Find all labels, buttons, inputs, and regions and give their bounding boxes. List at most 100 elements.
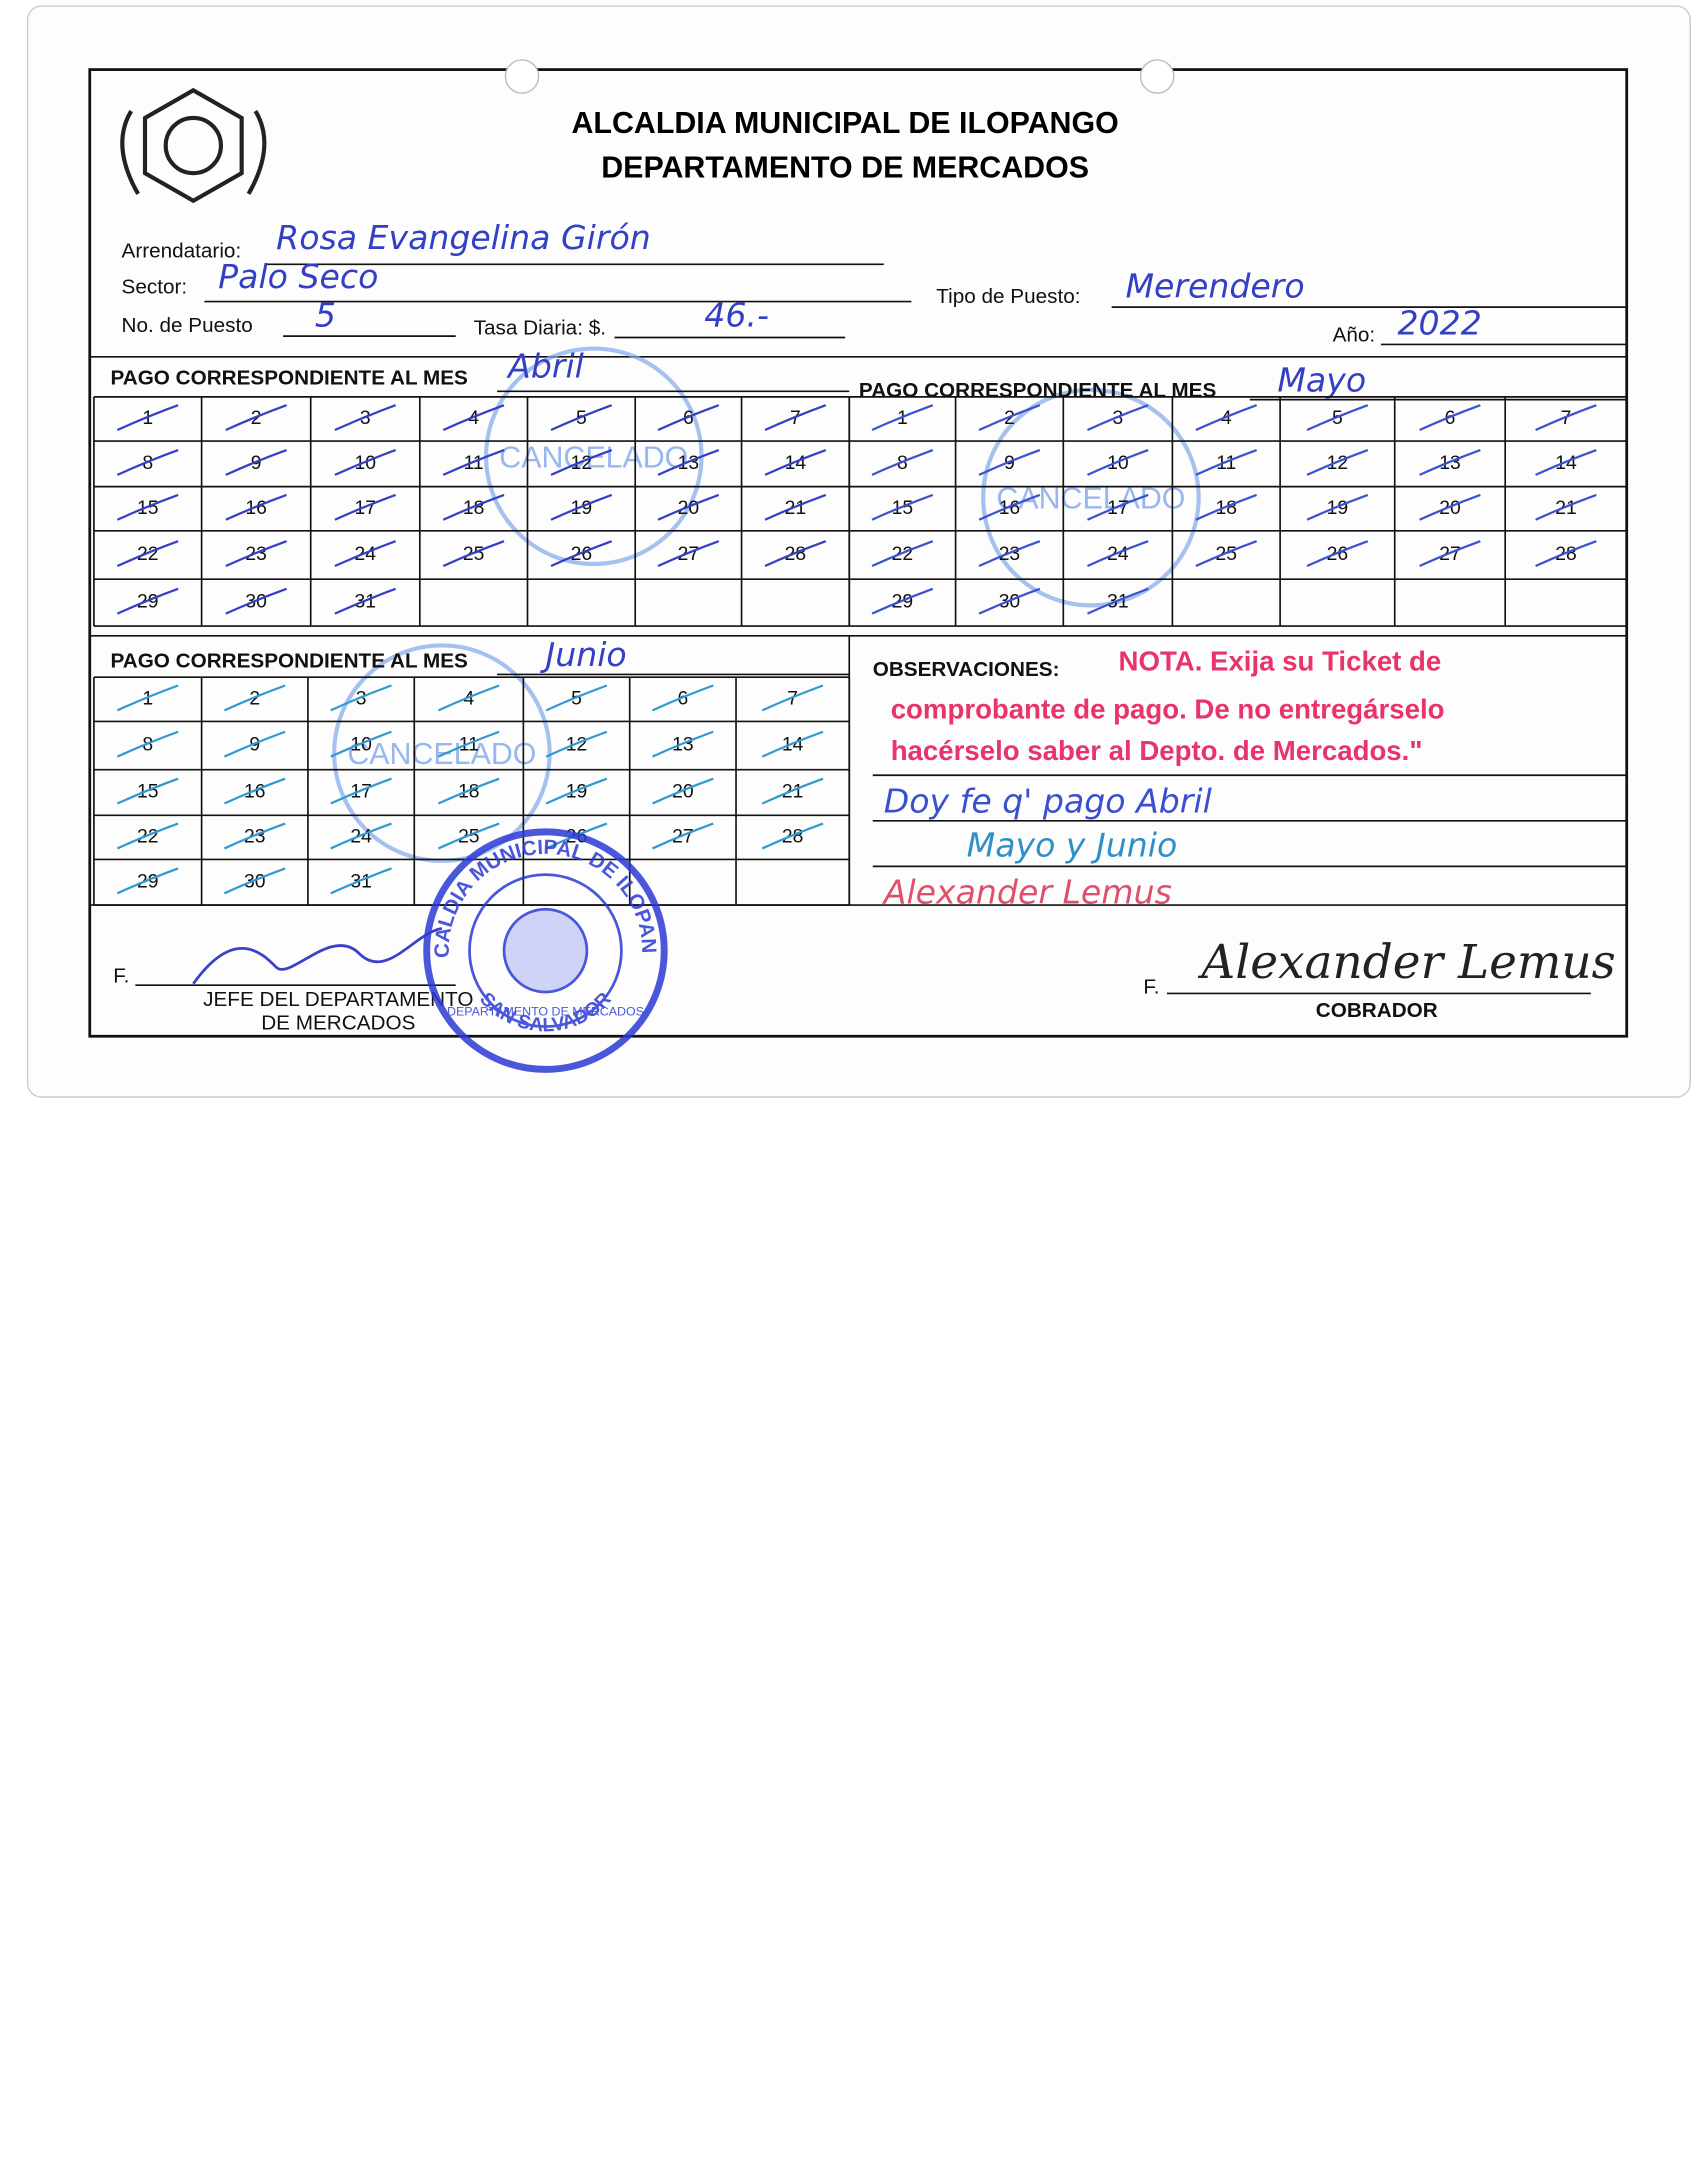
- day-number: 5: [576, 408, 587, 429]
- day-number: 5: [571, 688, 582, 709]
- day-number: 11: [464, 453, 484, 474]
- field-label: Año:: [1333, 324, 1376, 347]
- day-number: 9: [249, 735, 260, 756]
- payment-mark: [764, 493, 827, 521]
- day-number: 19: [566, 782, 587, 803]
- day-number: 17: [350, 782, 372, 803]
- day-number: 8: [142, 735, 153, 756]
- day-number: 25: [463, 544, 485, 565]
- day-number: 2: [251, 408, 262, 429]
- day-number: 10: [1107, 453, 1128, 474]
- payment-mark: [1306, 493, 1369, 521]
- payment-mark: [116, 777, 179, 805]
- payment-mark: [761, 777, 824, 805]
- field-label: No. de Puesto: [122, 314, 253, 337]
- day-number: 16: [244, 782, 265, 803]
- day-number: 29: [892, 592, 914, 613]
- payment-mark: [442, 449, 505, 476]
- day-number: 28: [1555, 544, 1577, 565]
- day-number: 20: [1439, 498, 1461, 519]
- payment-mark: [1535, 540, 1597, 568]
- day-number: 23: [999, 544, 1021, 565]
- day-number: 1: [142, 688, 153, 709]
- payment-mark: [1535, 404, 1597, 432]
- day-number: 4: [1221, 408, 1232, 429]
- day-number: 23: [244, 826, 265, 847]
- day-number: 29: [137, 871, 159, 892]
- payment-mark: [116, 493, 179, 521]
- field-label: Sector:: [122, 275, 188, 298]
- payment-mark: [223, 777, 286, 805]
- payment-mark: [1087, 449, 1149, 476]
- punch-hole: [504, 59, 540, 94]
- day-number: 20: [678, 498, 700, 519]
- month-value: Junio: [539, 635, 626, 674]
- field-value: Merendero: [1125, 266, 1304, 305]
- day-number: 31: [355, 592, 376, 613]
- payment-mark: [116, 730, 179, 758]
- payment-mark: [437, 684, 500, 712]
- day-number: 6: [1445, 408, 1456, 429]
- day-number: 22: [892, 544, 914, 565]
- payment-mark: [550, 449, 613, 476]
- payment-mark: [116, 867, 179, 895]
- day-number: 1: [897, 408, 908, 429]
- day-number: 20: [672, 782, 694, 803]
- day-number: 21: [782, 782, 804, 803]
- day-number: 27: [678, 544, 700, 565]
- day-number: 15: [137, 782, 159, 803]
- nota-line: comprobante de pago. De no entregárselo: [891, 694, 1445, 725]
- payment-mark: [978, 404, 1041, 432]
- punch-hole: [1139, 59, 1175, 94]
- payment-mark: [657, 404, 720, 432]
- payment-mark: [116, 684, 179, 712]
- handwritten-note: Doy fe q' pago Abril: [884, 782, 1213, 821]
- payment-mark: [1087, 587, 1149, 615]
- payment-mark: [550, 540, 613, 568]
- field-value: 46.-: [704, 295, 769, 334]
- payment-mark: [334, 540, 397, 568]
- payment-mark: [764, 540, 827, 568]
- month-label: PAGO CORRESPONDIENTE AL MES: [110, 366, 467, 389]
- cancelado-stamp: [332, 643, 552, 863]
- payment-mark: [437, 822, 500, 850]
- day-number: 1: [142, 408, 153, 429]
- day-number: 8: [897, 453, 908, 474]
- field-label: Tasa Diaria: $.: [474, 317, 606, 340]
- day-number: 30: [999, 592, 1021, 613]
- payment-mark: [764, 449, 827, 476]
- day-number: 17: [355, 498, 376, 519]
- payment-mark: [225, 404, 287, 432]
- day-number: 28: [782, 826, 804, 847]
- nota-line: NOTA. Exija su Ticket de: [1119, 645, 1442, 676]
- month-value: Abril: [506, 347, 585, 386]
- day-number: 31: [350, 871, 372, 892]
- payment-mark: [871, 449, 934, 476]
- day-number: 3: [1112, 408, 1123, 429]
- nota-line: hacérselo saber al Depto. de Mercados.": [891, 735, 1423, 766]
- payment-mark: [1419, 493, 1481, 521]
- day-number: 5: [1332, 408, 1343, 429]
- sign-f: F.: [1143, 975, 1159, 998]
- day-number: 7: [1561, 408, 1572, 429]
- title: ALCALDIA MUNICIPAL DE ILOPANGO: [571, 106, 1118, 140]
- payment-mark: [330, 730, 392, 758]
- day-number: 16: [245, 498, 266, 519]
- field-label: Tipo de Puesto:: [936, 285, 1080, 308]
- field-value: Rosa Evangelina Girón: [276, 218, 651, 257]
- sign-title: COBRADOR: [1316, 999, 1438, 1022]
- day-number: 14: [782, 735, 804, 756]
- payment-mark: [978, 449, 1041, 476]
- payment-mark: [225, 540, 287, 568]
- payment-mark: [657, 540, 720, 568]
- payment-mark: [550, 493, 613, 521]
- day-number: 2: [249, 688, 260, 709]
- field-label: Arrendatario:: [122, 239, 242, 262]
- payment-mark: [116, 404, 179, 432]
- payment-mark: [657, 449, 720, 476]
- payment-mark: [1195, 493, 1258, 521]
- day-number: 14: [1555, 453, 1577, 474]
- payment-mark: [545, 777, 608, 805]
